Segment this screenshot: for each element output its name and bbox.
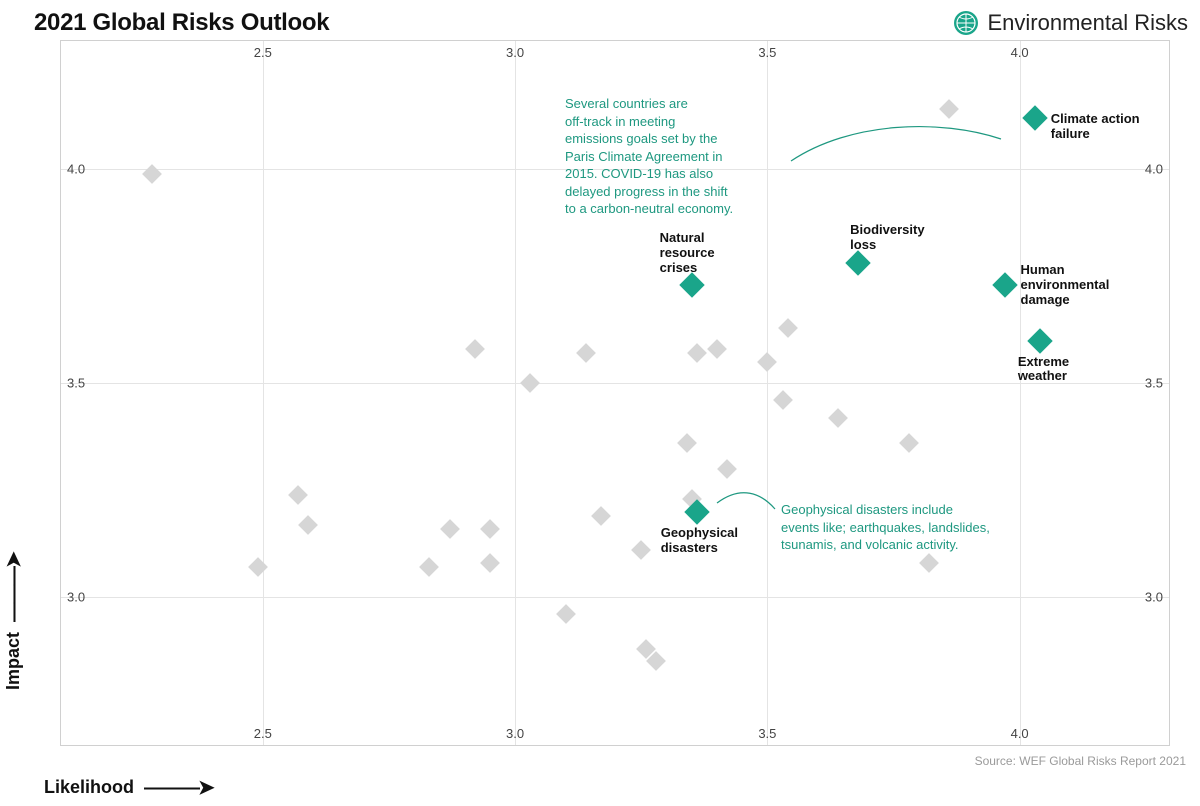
arrow-icon: ———➤ xyxy=(1,553,26,622)
scatter-plot: 2.52.53.03.03.53.54.04.03.03.03.53.54.04… xyxy=(60,40,1170,746)
chart-header: 2021 Global Risks Outlook Environmental … xyxy=(34,6,1188,40)
annotation-connector xyxy=(61,41,1171,747)
arrow-icon: ———➤ xyxy=(144,775,213,800)
chart-title: 2021 Global Risks Outlook xyxy=(34,9,329,37)
category-tag: Environmental Risks xyxy=(953,10,1188,36)
globe-icon xyxy=(953,10,979,36)
y-axis-label: Impact ———➤ xyxy=(1,553,26,690)
x-axis-label: Likelihood ———➤ xyxy=(44,775,213,800)
category-label: Environmental Risks xyxy=(987,10,1188,36)
source-label: Source: WEF Global Risks Report 2021 xyxy=(975,754,1186,768)
